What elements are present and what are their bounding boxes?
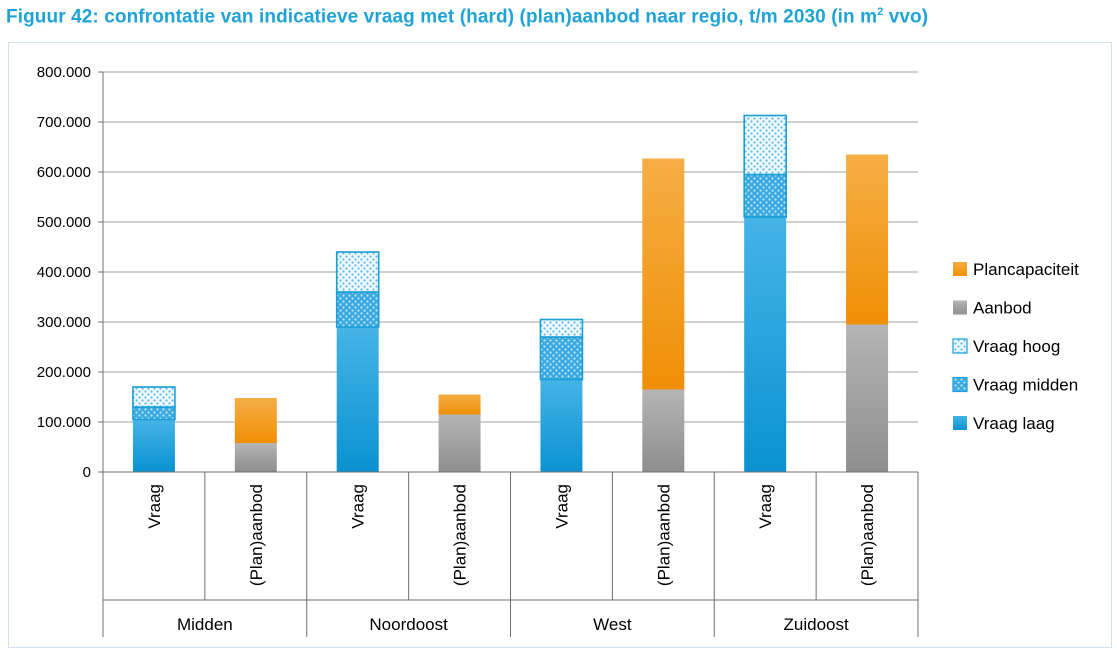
- x-category-label: Vraag: [145, 484, 164, 529]
- bar-segment-vraag-midden: [743, 173, 787, 218]
- legend-swatch: [953, 300, 967, 315]
- x-category-label: (Plan)aanbod: [247, 484, 266, 586]
- bar-segment-plancapaciteit: [846, 154, 889, 325]
- legend-swatch: [952, 338, 968, 354]
- x-group-label: Midden: [177, 615, 233, 634]
- bar-segment-aanbod: [846, 324, 889, 472]
- legend-label: Vraag midden: [973, 376, 1078, 395]
- figure-title-suffix: vvo): [883, 6, 929, 28]
- y-tick-label: 800.000: [37, 64, 91, 81]
- x-group-label: West: [593, 615, 632, 634]
- bar-segment-aanbod: [642, 389, 685, 472]
- bar-segment-vraag-hoog: [743, 114, 787, 176]
- bar-segment-vraag-midden: [132, 406, 176, 421]
- bar-segment-vraag-laag: [744, 217, 787, 472]
- x-category-label: (Plan)aanbod: [858, 484, 877, 586]
- legend-label: Aanbod: [973, 299, 1032, 318]
- bar-segment-vraag-hoog: [335, 251, 380, 293]
- figure-title: Figuur 42: confrontatie van indicatieve …: [6, 6, 928, 28]
- chart-frame: [8, 42, 1112, 648]
- y-tick-label: 300.000: [37, 314, 91, 331]
- legend-swatch: [953, 416, 967, 430]
- legend-swatch: [953, 262, 967, 276]
- bar-segment-vraag-hoog: [132, 386, 176, 408]
- x-category-label: Vraag: [349, 484, 368, 529]
- bar-segment-plancapaciteit: [642, 158, 685, 390]
- y-tick-label: 200.000: [37, 364, 91, 381]
- legend-swatch: [952, 376, 968, 393]
- y-tick-label: 500.000: [37, 214, 91, 231]
- x-category-label: (Plan)aanbod: [451, 484, 470, 586]
- figure-title-sup: 2: [877, 6, 884, 18]
- y-tick-label: 700.000: [37, 114, 91, 131]
- x-group-label: Zuidoost: [784, 615, 849, 634]
- x-category-label: (Plan)aanbod: [654, 484, 673, 586]
- x-category-label: Vraag: [756, 484, 775, 529]
- bar-segment-vraag-laag: [540, 379, 583, 472]
- legend-label: Vraag hoog: [973, 337, 1060, 356]
- x-category-label: Vraag: [552, 484, 571, 529]
- y-tick-label: 600.000: [37, 164, 91, 181]
- legend-label: Vraag laag: [973, 414, 1055, 433]
- bar-segment-plancapaciteit: [438, 394, 481, 415]
- x-group-label: Noordoost: [369, 615, 448, 634]
- y-tick-label: 400.000: [37, 264, 91, 281]
- bar-segment-aanbod: [234, 443, 277, 472]
- bar-segment-aanbod: [438, 414, 481, 472]
- legend-label: Plancapaciteit: [973, 260, 1079, 279]
- bar-segment-vraag-midden: [335, 291, 380, 328]
- bar-segment-vraag-laag: [132, 419, 175, 472]
- bar-segment-vraag-midden: [539, 336, 584, 381]
- bar-segment-vraag-laag: [336, 327, 379, 472]
- bar-segment-plancapaciteit: [234, 398, 277, 443]
- figure-title-text: Figuur 42: confrontatie van indicatieve …: [6, 6, 878, 28]
- y-tick-label: 100.000: [37, 414, 91, 431]
- y-tick-label: 0: [83, 464, 91, 481]
- bar-segment-vraag-hoog: [539, 318, 584, 338]
